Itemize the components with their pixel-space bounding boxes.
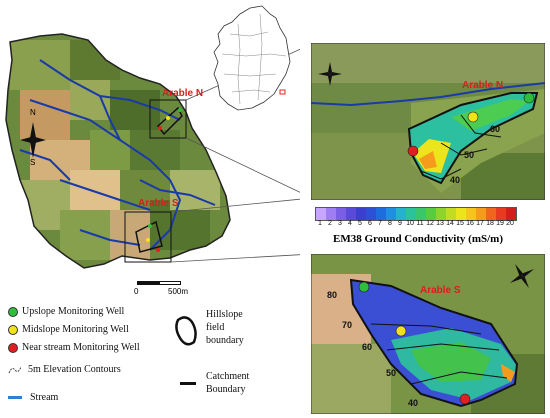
nearstream-well-icon: [8, 342, 18, 353]
cb-tick: 15: [456, 220, 464, 227]
cb-tick: 5: [358, 220, 362, 227]
colorbar-swatch-13: [436, 208, 446, 220]
colorbar-swatch-12: [426, 208, 436, 220]
colorbar-swatch-7: [376, 208, 386, 220]
cb-tick: 4: [348, 220, 352, 227]
legend-stream: Stream: [8, 392, 58, 403]
arable-s-box: [124, 211, 172, 263]
scale-bar: [137, 281, 181, 285]
compass-left: [20, 122, 46, 158]
north-letter: N: [30, 108, 36, 117]
cb-tick: 11: [416, 220, 424, 227]
cb-tick: 1: [318, 220, 322, 227]
stream-network: [19, 59, 216, 251]
cb-tick: 6: [368, 220, 372, 227]
cb-tick: 13: [436, 220, 444, 227]
colorbar-swatch-1: [316, 208, 326, 220]
colorbar-ticks: 1 2 3 4 5 6 7 8 9 10 11 12 13 14 15 16 1…: [315, 220, 515, 230]
catchment-boundary: [5, 33, 231, 269]
legend-nearstream: Near stream Monitoring Well: [8, 342, 140, 353]
arable-n-inset: [311, 43, 545, 200]
arable-s-label: Arable S: [138, 198, 179, 209]
legend-midslope: Midslope Monitoring Well: [8, 324, 129, 335]
stream-icon: [8, 396, 22, 399]
contour-label-s-5: 40: [408, 398, 419, 408]
colorbar-swatch-9: [396, 208, 406, 220]
colorbar-swatch-19: [496, 208, 506, 220]
cb-tick: 17: [476, 220, 484, 227]
colorbar-swatch-6: [366, 208, 376, 220]
contour-label-n-1: 60: [490, 124, 501, 134]
colorbar-swatch-20: [506, 208, 516, 220]
legend-hillslope: Hillslope field boundary: [206, 309, 244, 346]
cb-tick: 14: [446, 220, 454, 227]
contour-label-s-4: 50: [386, 368, 397, 378]
legend-upslope: Upslope Monitoring Well: [8, 306, 124, 317]
upslope-well-icon: [8, 306, 18, 317]
south-letter: S: [30, 158, 36, 167]
cb-tick: 3: [338, 220, 342, 227]
contour-label-n-2: 50: [464, 150, 475, 160]
cb-tick: 20: [506, 220, 514, 227]
cb-tick: 7: [378, 220, 382, 227]
legend-contours: 5m Elevation Contours: [8, 364, 121, 375]
cb-tick: 18: [486, 220, 494, 227]
cb-tick: 10: [406, 220, 414, 227]
colorbar-swatch-4: [346, 208, 356, 220]
ireland-locator-map: [213, 5, 291, 111]
arable-s-inset-label: Arable S: [420, 285, 461, 296]
contour-label-n-3: 40: [450, 175, 461, 185]
colorbar-swatch-3: [336, 208, 346, 220]
arable-n-label: Arable N: [162, 88, 204, 99]
legend: Upslope Monitoring Well Midslope Monitor…: [0, 296, 310, 416]
contour-label-s-3: 60: [362, 342, 373, 352]
arable-n-inset-label: Arable N: [462, 80, 504, 91]
contour-icon: [8, 366, 22, 373]
cb-tick: 2: [328, 220, 332, 227]
arable-s-inset: [311, 254, 545, 414]
contour-label-s-1: 80: [327, 290, 338, 300]
hillslope-boundary-icon: [175, 316, 197, 346]
cb-tick: 9: [398, 220, 402, 227]
scale-distance: 500m: [168, 287, 189, 296]
colorbar-swatch-14: [446, 208, 456, 220]
contour-label-s-2: 70: [342, 320, 353, 330]
compass-north-inset: [318, 62, 342, 86]
colorbar-swatch-18: [486, 208, 496, 220]
arable-n-box: [149, 99, 187, 139]
catchment-map: [5, 33, 300, 269]
colorbar-swatch-2: [326, 208, 336, 220]
colorbar-swatch-11: [416, 208, 426, 220]
cb-tick: 8: [388, 220, 392, 227]
cb-tick: 16: [466, 220, 474, 227]
colorbar: [315, 207, 517, 221]
compass-south-inset: [509, 263, 535, 289]
catchment-boundary-icon: [180, 382, 196, 385]
scale-zero: 0: [134, 287, 139, 296]
colorbar-title: EM38 Ground Conductivity (mS/m): [333, 233, 504, 245]
colorbar-swatch-10: [406, 208, 416, 220]
colorbar-swatch-8: [386, 208, 396, 220]
colorbar-swatch-17: [476, 208, 486, 220]
cb-tick: 19: [496, 220, 504, 227]
colorbar-swatch-15: [456, 208, 466, 220]
colorbar-swatch-5: [356, 208, 366, 220]
legend-catchment: Catchment Boundary: [206, 371, 250, 395]
cb-tick: 12: [426, 220, 434, 227]
midslope-well-icon: [8, 324, 18, 335]
colorbar-swatch-16: [466, 208, 476, 220]
